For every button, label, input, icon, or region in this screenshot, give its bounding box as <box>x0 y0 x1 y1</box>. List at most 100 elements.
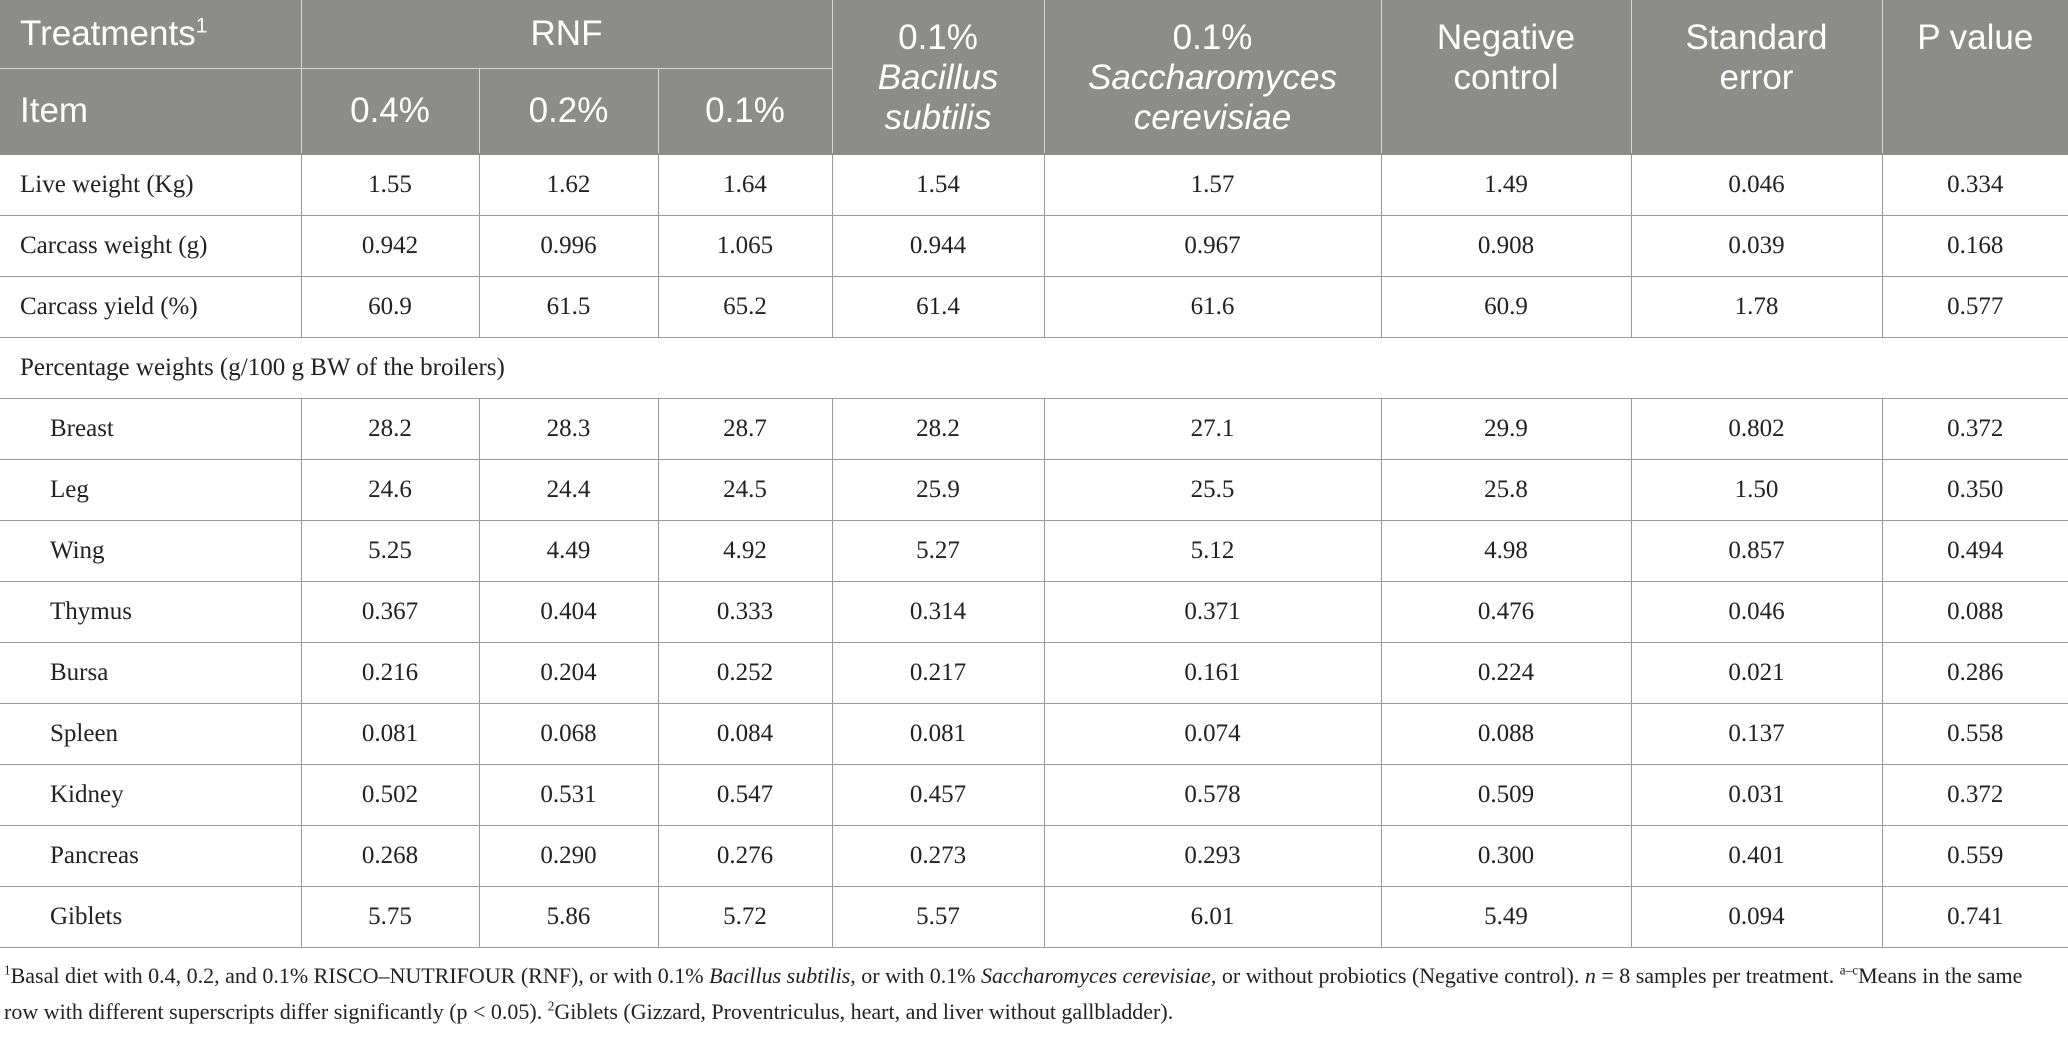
bacillus-header: 0.1% Bacillus subtilis <box>832 0 1045 154</box>
standard-error-header: Standard error <box>1631 0 1883 154</box>
cell: 0.088 <box>1882 581 2068 643</box>
row-label: Pancreas <box>0 825 302 887</box>
table-row: Kidney 0.502 0.531 0.547 0.457 0.578 0.5… <box>0 764 2068 826</box>
row-label: Spleen <box>0 703 302 765</box>
table-row: Carcass weight (g) 0.942 0.996 1.065 0.9… <box>0 215 2068 277</box>
cell: 0.908 <box>1381 215 1632 277</box>
table-row: Giblets 5.75 5.86 5.72 5.57 6.01 5.49 0.… <box>0 886 2068 948</box>
cell: 5.86 <box>479 886 659 948</box>
cell: 28.3 <box>479 398 659 460</box>
cell: 0.314 <box>832 581 1045 643</box>
table-row: Breast 28.2 28.3 28.7 28.2 27.1 29.9 0.8… <box>0 398 2068 460</box>
section-label: Percentage weights (g/100 g BW of the br… <box>0 337 2068 399</box>
cell: 0.944 <box>832 215 1045 277</box>
cell: 0.367 <box>301 581 480 643</box>
cell: 0.293 <box>1044 825 1382 887</box>
table-row: Spleen 0.081 0.068 0.084 0.081 0.074 0.0… <box>0 703 2068 765</box>
cell: 0.401 <box>1631 825 1883 887</box>
cell: 0.996 <box>479 215 659 277</box>
table-row: Bursa 0.216 0.204 0.252 0.217 0.161 0.22… <box>0 642 2068 704</box>
cell: 0.224 <box>1381 642 1632 704</box>
row-label: Carcass yield (%) <box>0 276 302 338</box>
cell: 0.509 <box>1381 764 1632 826</box>
row-label: Leg <box>0 459 302 521</box>
cell: 1.57 <box>1044 153 1382 216</box>
cell: 0.286 <box>1882 642 2068 704</box>
cell: 0.558 <box>1882 703 2068 765</box>
table-row: Wing 5.25 4.49 4.92 5.27 5.12 4.98 0.857… <box>0 520 2068 582</box>
cell: 28.7 <box>658 398 833 460</box>
item-header: Item <box>0 68 302 154</box>
cell: 4.98 <box>1381 520 1632 582</box>
rnf-dose-0-2-header: 0.2% <box>479 68 659 154</box>
cell: 1.54 <box>832 153 1045 216</box>
cell: 0.967 <box>1044 215 1382 277</box>
cell: 0.088 <box>1381 703 1632 765</box>
cell: 4.92 <box>658 520 833 582</box>
cell: 0.578 <box>1044 764 1382 826</box>
section-row: Percentage weights (g/100 g BW of the br… <box>0 337 2068 399</box>
cell: 0.081 <box>832 703 1045 765</box>
cell: 4.49 <box>479 520 659 582</box>
cell: 0.802 <box>1631 398 1883 460</box>
table-row: Carcass yield (%) 60.9 61.5 65.2 61.4 61… <box>0 276 2068 338</box>
cell: 0.741 <box>1882 886 2068 948</box>
cell: 0.577 <box>1882 276 2068 338</box>
cell: 1.62 <box>479 153 659 216</box>
table-footnote: 1Basal diet with 0.4, 0.2, and 0.1% RISC… <box>4 962 2023 1024</box>
cell: 0.273 <box>832 825 1045 887</box>
cell: 5.57 <box>832 886 1045 948</box>
cell: 0.046 <box>1631 581 1883 643</box>
cell: 0.039 <box>1631 215 1883 277</box>
cell: 0.021 <box>1631 642 1883 704</box>
cell: 0.547 <box>658 764 833 826</box>
table-row: Pancreas 0.268 0.290 0.276 0.273 0.293 0… <box>0 825 2068 887</box>
negative-control-header: Negative control <box>1381 0 1632 154</box>
cell: 0.252 <box>658 642 833 704</box>
cell: 0.161 <box>1044 642 1382 704</box>
rnf-dose-0-1-header: 0.1% <box>658 68 833 154</box>
cell: 28.2 <box>832 398 1045 460</box>
cell: 5.12 <box>1044 520 1382 582</box>
cell: 0.031 <box>1631 764 1883 826</box>
cell: 1.065 <box>658 215 833 277</box>
row-label: Bursa <box>0 642 302 704</box>
row-label: Live weight (Kg) <box>0 153 302 216</box>
cell: 25.8 <box>1381 459 1632 521</box>
cell: 65.2 <box>658 276 833 338</box>
table-row: Thymus 0.367 0.404 0.333 0.314 0.371 0.4… <box>0 581 2068 643</box>
cell: 5.27 <box>832 520 1045 582</box>
cell: 24.6 <box>301 459 480 521</box>
cell: 0.334 <box>1882 153 2068 216</box>
cell: 5.75 <box>301 886 480 948</box>
rnf-dose-0-4-header: 0.4% <box>301 68 480 154</box>
cell: 60.9 <box>301 276 480 338</box>
cell: 0.276 <box>658 825 833 887</box>
cell: 0.531 <box>479 764 659 826</box>
table-header: Treatments1 RNF 0.1% Bacillus subtilis 0… <box>0 0 2068 154</box>
row-label: Thymus <box>0 581 302 643</box>
cell: 27.1 <box>1044 398 1382 460</box>
cell: 28.2 <box>301 398 480 460</box>
cell: 0.074 <box>1044 703 1382 765</box>
cell: 5.72 <box>658 886 833 948</box>
cell: 0.217 <box>832 642 1045 704</box>
table-body: Live weight (Kg) 1.55 1.62 1.64 1.54 1.5… <box>0 153 2068 948</box>
cell: 0.300 <box>1381 825 1632 887</box>
cell: 0.476 <box>1381 581 1632 643</box>
cell: 0.372 <box>1882 764 2068 826</box>
cell: 0.094 <box>1631 886 1883 948</box>
cell: 0.942 <box>301 215 480 277</box>
cell: 0.559 <box>1882 825 2068 887</box>
cell: 0.081 <box>301 703 480 765</box>
treatments-header: Treatments1 <box>0 0 302 69</box>
cell: 0.084 <box>658 703 833 765</box>
table-row: Leg 24.6 24.4 24.5 25.9 25.5 25.8 1.50 0… <box>0 459 2068 521</box>
p-value-header: P value <box>1882 0 2068 154</box>
cell: 0.204 <box>479 642 659 704</box>
cell: 0.404 <box>479 581 659 643</box>
cell: 0.137 <box>1631 703 1883 765</box>
cell: 0.457 <box>832 764 1045 826</box>
cell: 0.268 <box>301 825 480 887</box>
